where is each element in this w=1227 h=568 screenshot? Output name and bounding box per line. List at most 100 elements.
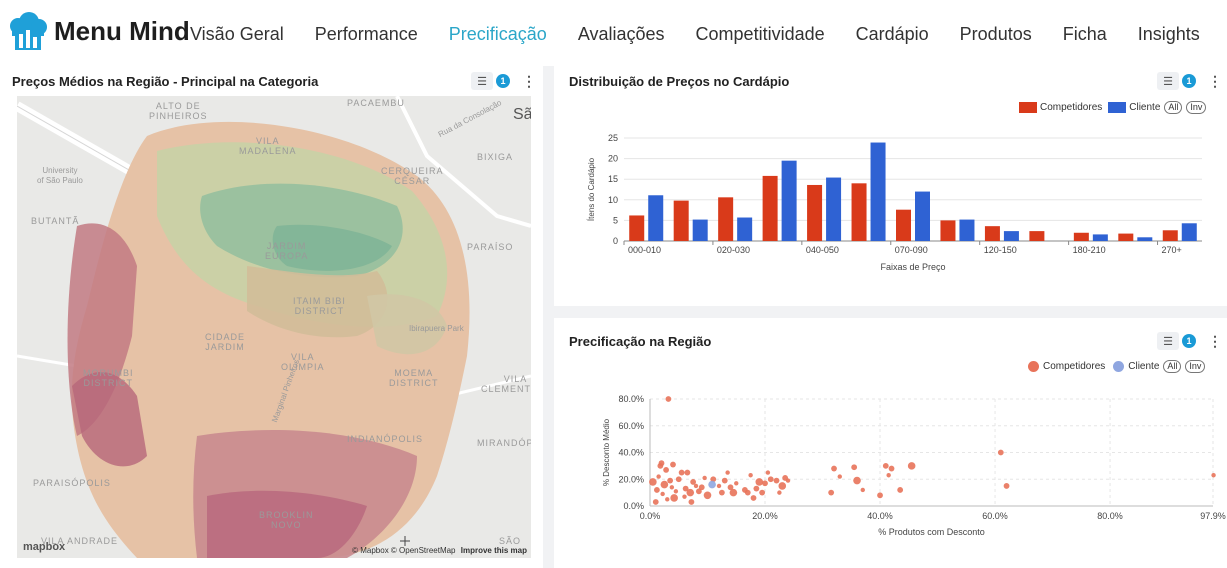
scatter-legend: Competidores Cliente All Inv xyxy=(1028,360,1206,373)
region-price-map[interactable]: ALTO DE PINHEIROS PACAEMBU Rua da Consolaç… xyxy=(17,96,531,558)
point-competidores xyxy=(678,469,685,476)
y-tick-label: 15 xyxy=(608,174,618,184)
nav-tab-performance[interactable]: Performance xyxy=(314,24,418,44)
nav-tab-ficha[interactable]: Ficha xyxy=(1062,24,1107,44)
point-competidores xyxy=(665,497,670,502)
map-place-label: SÃO xyxy=(499,536,522,546)
point-competidores xyxy=(682,494,687,499)
bar-cliente xyxy=(870,142,886,241)
map-place-label: VILA CLEMENTINO xyxy=(481,374,531,394)
filter-count-badge: 1 xyxy=(496,74,510,88)
point-competidores xyxy=(693,483,699,489)
region-pricing-scatter-chart: 0.0% 20.0% 40.0% 60.0% 80.0% 0.0% 20.0% 40.0% 60… xyxy=(602,394,1226,537)
point-competidores xyxy=(759,489,766,496)
distribution-card-tools: ☰ 1 ⋮ xyxy=(1157,72,1222,90)
legend-invert-button[interactable]: Inv xyxy=(1185,360,1206,373)
nav-tab-produtos[interactable]: Produtos xyxy=(959,24,1032,44)
bar-cliente xyxy=(826,177,842,241)
x-tick-label: 97.9% xyxy=(1200,511,1226,521)
point-competidores xyxy=(886,473,891,478)
point-competidores xyxy=(778,482,787,490)
bar-competidores xyxy=(984,226,1000,241)
x-tick-label: 20.0% xyxy=(752,511,778,521)
x-tick-label: 070-090 xyxy=(895,245,928,255)
map-place-label: BUTANTÃ xyxy=(31,216,80,226)
point-competidores xyxy=(750,495,757,501)
distribution-legend: Competidores Cliente All Inv xyxy=(1019,101,1207,114)
point-competidores xyxy=(755,478,764,486)
top-navigation-bar: Menu Mind Visão Geral Performance Precific… xyxy=(0,0,1227,66)
point-competidores xyxy=(725,470,730,475)
nav-tab-visao-geral[interactable]: Visão Geral xyxy=(190,24,284,44)
x-axis-label: % Produtos com Desconto xyxy=(878,527,985,537)
map-place-label: BIXIGA xyxy=(477,152,514,162)
filter-icon[interactable]: ☰ xyxy=(1157,332,1179,350)
bar-competidores xyxy=(1073,232,1089,241)
bar-competidores xyxy=(896,209,911,241)
point-competidores xyxy=(670,461,676,468)
y-tick-label: 5 xyxy=(613,215,618,225)
point-competidores xyxy=(673,489,679,494)
point-competidores xyxy=(675,476,682,483)
y-tick-label: 20.0% xyxy=(618,474,644,484)
map-canvas xyxy=(17,96,531,558)
legend-swatch-competitors xyxy=(1019,102,1037,113)
y-tick-label: 40.0% xyxy=(618,448,644,458)
map-place-label: CIDADE JARDIM xyxy=(205,332,246,352)
more-options-icon[interactable]: ⋮ xyxy=(1208,332,1222,349)
point-competidores xyxy=(649,478,657,486)
filter-icon[interactable]: ☰ xyxy=(1157,72,1179,90)
point-competidores xyxy=(744,489,751,496)
map-place-label: Ibirapuera Park xyxy=(409,324,464,333)
map-place-label: JARDIM EUROPA xyxy=(265,241,309,261)
nav-tab-competitividade[interactable]: Competitividade xyxy=(695,24,825,44)
filter-icon[interactable]: ☰ xyxy=(471,72,493,90)
point-competidores xyxy=(734,481,739,486)
legend-all-button[interactable]: All xyxy=(1164,101,1183,114)
x-tick-label: 60.0% xyxy=(982,511,1008,521)
x-tick-label: 0.0% xyxy=(640,511,661,521)
nav-tab-precificacao[interactable]: Precificação xyxy=(448,24,547,44)
bar-cliente xyxy=(692,219,708,241)
more-options-icon[interactable]: ⋮ xyxy=(1208,72,1222,89)
distribution-card: Distribuição de Preços no Cardápio ☰ 1 ⋮… xyxy=(554,66,1227,306)
legend-label-competitors[interactable]: Competidores xyxy=(1040,102,1103,113)
nav-tab-avaliacoes[interactable]: Avaliações xyxy=(577,24,665,44)
bar-competidores xyxy=(1029,231,1045,241)
point-competidores xyxy=(1003,483,1010,489)
point-competidores xyxy=(767,476,774,483)
point-competidores xyxy=(716,483,722,489)
more-options-icon[interactable]: ⋮ xyxy=(522,72,536,89)
bar-cliente xyxy=(737,217,753,241)
bar-cliente xyxy=(1003,231,1019,241)
attribution-text[interactable]: © Mapbox © OpenStreetMap xyxy=(352,546,456,555)
nav-tab-insights[interactable]: Insights xyxy=(1137,24,1200,44)
bar-competidores xyxy=(629,215,645,241)
map-place-label: VILA MADALENA xyxy=(239,136,297,156)
legend-dot-client xyxy=(1113,361,1125,372)
mapbox-logo[interactable]: mapbox xyxy=(23,541,66,553)
main-nav: Visão Geral Performance Precificação Avalia… xyxy=(190,24,1227,45)
x-tick-label: 180-210 xyxy=(1073,245,1106,255)
legend-label-client[interactable]: Cliente xyxy=(1129,102,1161,113)
legend-label-client[interactable]: Cliente xyxy=(1128,361,1160,372)
y-tick-label: 0 xyxy=(613,236,618,246)
map-place-label: ALTO DE PINHEIROS xyxy=(149,101,208,121)
menu-mind-logo-icon[interactable] xyxy=(6,12,50,52)
legend-all-button[interactable]: All xyxy=(1163,360,1182,373)
bar-competidores xyxy=(762,175,778,241)
x-tick-label: 270+ xyxy=(1162,245,1182,255)
improve-map-link[interactable]: Improve this map xyxy=(460,546,527,555)
bar-cliente xyxy=(1092,234,1108,241)
map-place-label: Sã xyxy=(513,106,531,123)
nav-tab-cardapio[interactable]: Cardápio xyxy=(855,24,929,44)
point-competidores xyxy=(729,488,738,497)
y-tick-label: 60.0% xyxy=(618,421,644,431)
region-pricing-card-title: Precificação na Região xyxy=(569,334,712,349)
point-competidores xyxy=(727,484,734,491)
legend-label-competitors[interactable]: Competidores xyxy=(1043,361,1106,372)
legend-invert-button[interactable]: Inv xyxy=(1186,101,1207,114)
y-tick-label: 80.0% xyxy=(618,394,644,404)
map-place-label: ITAIM BIBI DISTRICT xyxy=(293,296,346,316)
map-place-label: CERQUEIRA CÉSAR xyxy=(381,166,444,186)
